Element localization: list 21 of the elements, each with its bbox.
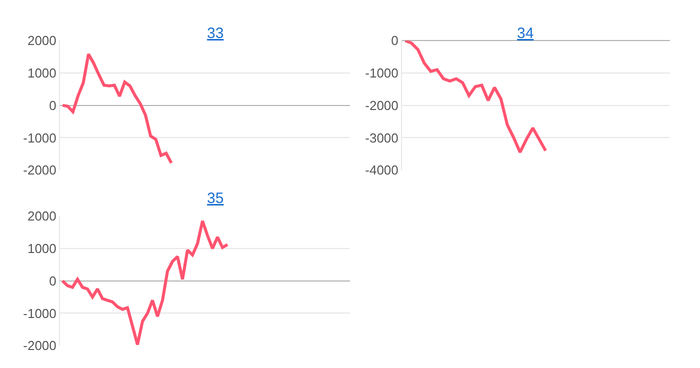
y-tick-label: -2000 bbox=[23, 162, 56, 178]
y-tick-label: 0 bbox=[49, 98, 56, 113]
y-tick-label: 0 bbox=[391, 33, 398, 48]
y-tick-label: 0 bbox=[49, 273, 56, 288]
chart-title: 35 bbox=[207, 190, 224, 207]
y-tick-label: -2000 bbox=[365, 98, 398, 113]
line-series bbox=[404, 40, 548, 154]
y-tick-label: -4000 bbox=[365, 162, 398, 178]
chart-title: 33 bbox=[207, 25, 224, 42]
line-series bbox=[61, 219, 229, 346]
line-series bbox=[61, 52, 173, 164]
chart-title: 34 bbox=[517, 25, 534, 42]
y-tick-label: -3000 bbox=[365, 130, 398, 146]
y-tick-label: 1000 bbox=[27, 241, 56, 256]
y-tick-label: 1000 bbox=[27, 65, 56, 80]
y-tick-label: 2000 bbox=[27, 208, 56, 224]
y-tick-label: 2000 bbox=[27, 33, 56, 48]
y-tick-label: -1000 bbox=[23, 306, 56, 321]
y-tick-label: -1000 bbox=[365, 65, 398, 80]
y-tick-label: -1000 bbox=[23, 130, 56, 146]
y-tick-label: -2000 bbox=[23, 338, 56, 354]
